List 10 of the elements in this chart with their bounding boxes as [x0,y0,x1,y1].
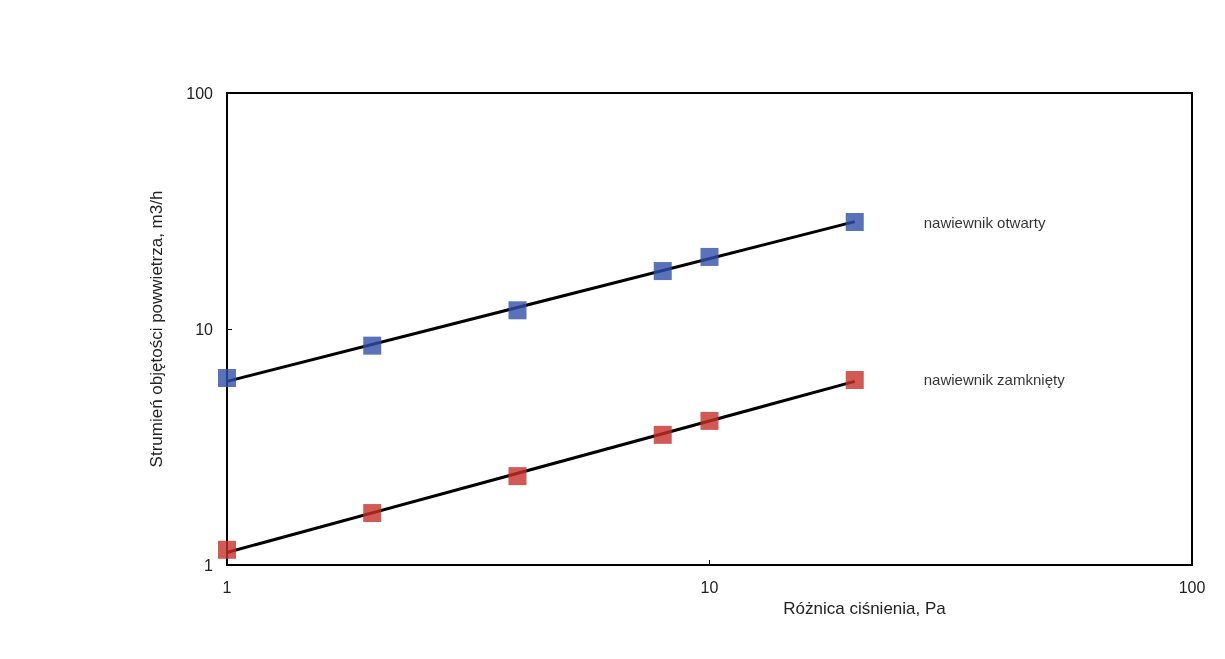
y-tick-label: 1 [204,556,214,574]
y-axis-title: Strumień objętości powwietrza, m3/h [147,190,166,468]
text: nawiewnik otwarty [923,213,1046,231]
x-tick-label: 100 [1178,578,1206,596]
y-tick-label: 100 [186,84,214,102]
x-tick-label: 10 [700,578,719,596]
x-axis-title: Różnica ciśnienia, Pa [783,598,947,618]
x-tick-label: 1 [222,578,232,596]
text: nawiewnik zamknięty [923,371,1066,389]
y-tick-label: 10 [195,320,214,338]
